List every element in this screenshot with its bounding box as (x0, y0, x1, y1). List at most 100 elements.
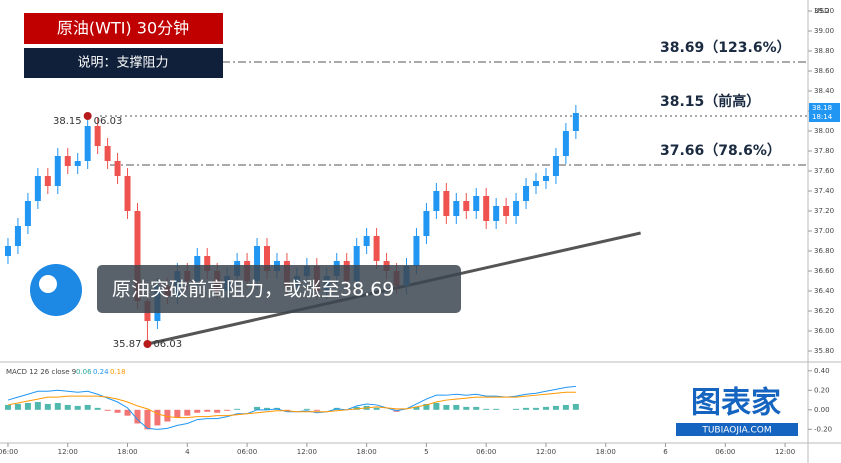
y-tick-label: 37.80 (814, 147, 834, 155)
y-tick-label: 36.40 (814, 287, 834, 295)
level-label: 38.69（123.6%） (660, 40, 791, 56)
macd-hist-bar (14, 403, 21, 410)
macd-hist-bar (542, 406, 549, 410)
macd-hist-bar (254, 406, 261, 410)
point-label: 38.15 (53, 116, 82, 127)
macd-hist-bar (483, 408, 490, 410)
y-tick-label: 0.20 (814, 386, 830, 394)
x-tick-label: 12:00 (775, 448, 795, 456)
macd-hist-bar (234, 408, 241, 410)
y-tick-label: 38.40 (814, 87, 834, 95)
y-tick-label: 37.00 (814, 227, 834, 235)
level-label: 38.15（前高） (660, 93, 760, 110)
candle-body (44, 176, 51, 186)
macd-hist-bar (523, 407, 530, 410)
macd-hist-bar (174, 409, 181, 418)
macd-hist-bar (64, 404, 71, 410)
macd-hist-bar (453, 404, 460, 410)
y-tick-label: 36.80 (814, 247, 834, 255)
macd-hist-bar (473, 406, 480, 410)
macd-hist-bar (184, 409, 191, 416)
macd-hist-bar (433, 402, 440, 410)
macd-hist-bar (533, 407, 540, 410)
candle-body (134, 211, 141, 301)
y-tick-label: 35.80 (814, 347, 834, 355)
macd-hist-bar (4, 404, 11, 410)
candle-body (204, 256, 211, 271)
last-price-tag (809, 103, 840, 122)
candle-body (433, 191, 440, 211)
candle-body (443, 191, 450, 216)
candle-body (74, 161, 81, 166)
candle-body (493, 206, 500, 221)
point-label: 35.87 (113, 339, 142, 350)
y-tick-label: 0.00 (814, 406, 830, 414)
candle-body (64, 156, 71, 166)
x-tick-label: 5 (424, 448, 428, 456)
callout-box (97, 265, 461, 313)
macd-hist-bar (54, 402, 61, 410)
logo-icon (30, 264, 82, 316)
candle-body (254, 246, 261, 281)
logo-detail (39, 275, 57, 293)
candle-body (463, 201, 470, 211)
candle-body (114, 161, 121, 176)
x-tick-label: 06:00 (0, 448, 18, 456)
macd-hist-bar (24, 402, 31, 410)
x-tick-label: 06:00 (476, 448, 496, 456)
candle-body (373, 236, 380, 261)
candle-body (562, 131, 569, 156)
macd-readout: 0.24 (93, 368, 109, 376)
candle-body (14, 226, 21, 246)
macd-readout: 0.18 (110, 368, 126, 376)
y-tick-label: 38.60 (814, 67, 834, 75)
macd-hist-bar (74, 405, 81, 410)
x-tick-label: 12:00 (58, 448, 78, 456)
candle-body (413, 236, 420, 266)
countdown: 18:14 (812, 113, 833, 121)
x-tick-label: 06:00 (237, 448, 257, 456)
point-date: 06.03 (153, 339, 182, 350)
y-tick-label: 0.40 (814, 367, 830, 375)
y-tick-label: 36.00 (814, 327, 834, 335)
watermark-bar (676, 423, 798, 436)
macd-hist-bar (164, 409, 171, 422)
callout-text: 原油突破前高阻力，或涨至38.69 (112, 279, 394, 301)
currency: USD (815, 7, 830, 15)
y-tick-label: 38.80 (814, 47, 834, 55)
y-tick-label: 37.20 (814, 207, 834, 215)
candle-body (423, 211, 430, 236)
macd-hist-bar (204, 409, 211, 412)
candle-body (572, 113, 579, 131)
logo (26, 260, 86, 320)
candle-body (124, 176, 131, 211)
macd-hist-bar (114, 409, 121, 413)
candle-body (503, 206, 510, 216)
macd-hist-bar (34, 402, 41, 410)
y-tick-label: 37.40 (814, 187, 834, 195)
macd-hist-bar (44, 403, 51, 410)
candle-body (24, 201, 31, 226)
candle-body (34, 176, 41, 201)
macd-hist-bar (572, 403, 579, 410)
watermark: 图表家 (691, 386, 781, 421)
macd-hist-bar (104, 409, 111, 411)
macd-hist-bar (443, 404, 450, 410)
macd-hist-bar (144, 409, 151, 430)
y-tick-label: -0.20 (814, 425, 832, 433)
candle-body (513, 201, 520, 216)
candle-body (264, 246, 271, 271)
macd-readout: 0.06 (76, 368, 92, 376)
x-tick-label: 4 (185, 448, 190, 456)
macd-hist-bar (552, 405, 559, 410)
x-tick-label: 6 (663, 448, 668, 456)
macd-hist-bar (423, 403, 430, 410)
candle-body (353, 246, 360, 281)
y-tick-label: 36.20 (814, 307, 834, 315)
signal-line (7, 391, 576, 419)
header-title: 原油(WTI) 30分钟 (57, 19, 189, 38)
y-tick-label: 39.00 (814, 27, 834, 35)
candle-body (84, 126, 91, 161)
